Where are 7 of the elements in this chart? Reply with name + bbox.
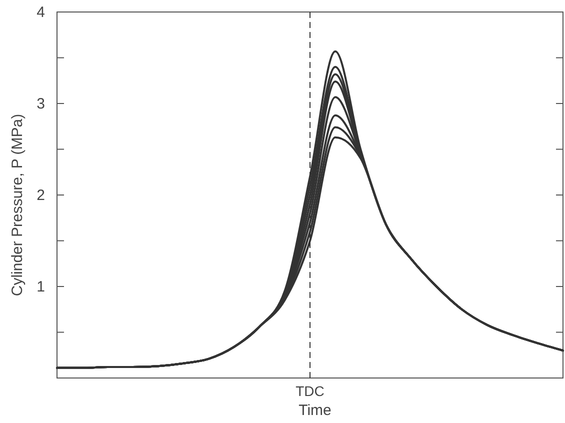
y-tick-label: 2 — [36, 186, 45, 204]
x-axis-title: Time — [298, 402, 332, 419]
y-axis-title: Cylinder Pressure, P (MPa) — [9, 114, 26, 296]
y-tick-label: 3 — [36, 95, 45, 112]
y-tick-label: 1 — [36, 278, 45, 296]
x-tick-label: TDC — [296, 382, 324, 399]
y-tick-label: 4 — [36, 4, 45, 21]
